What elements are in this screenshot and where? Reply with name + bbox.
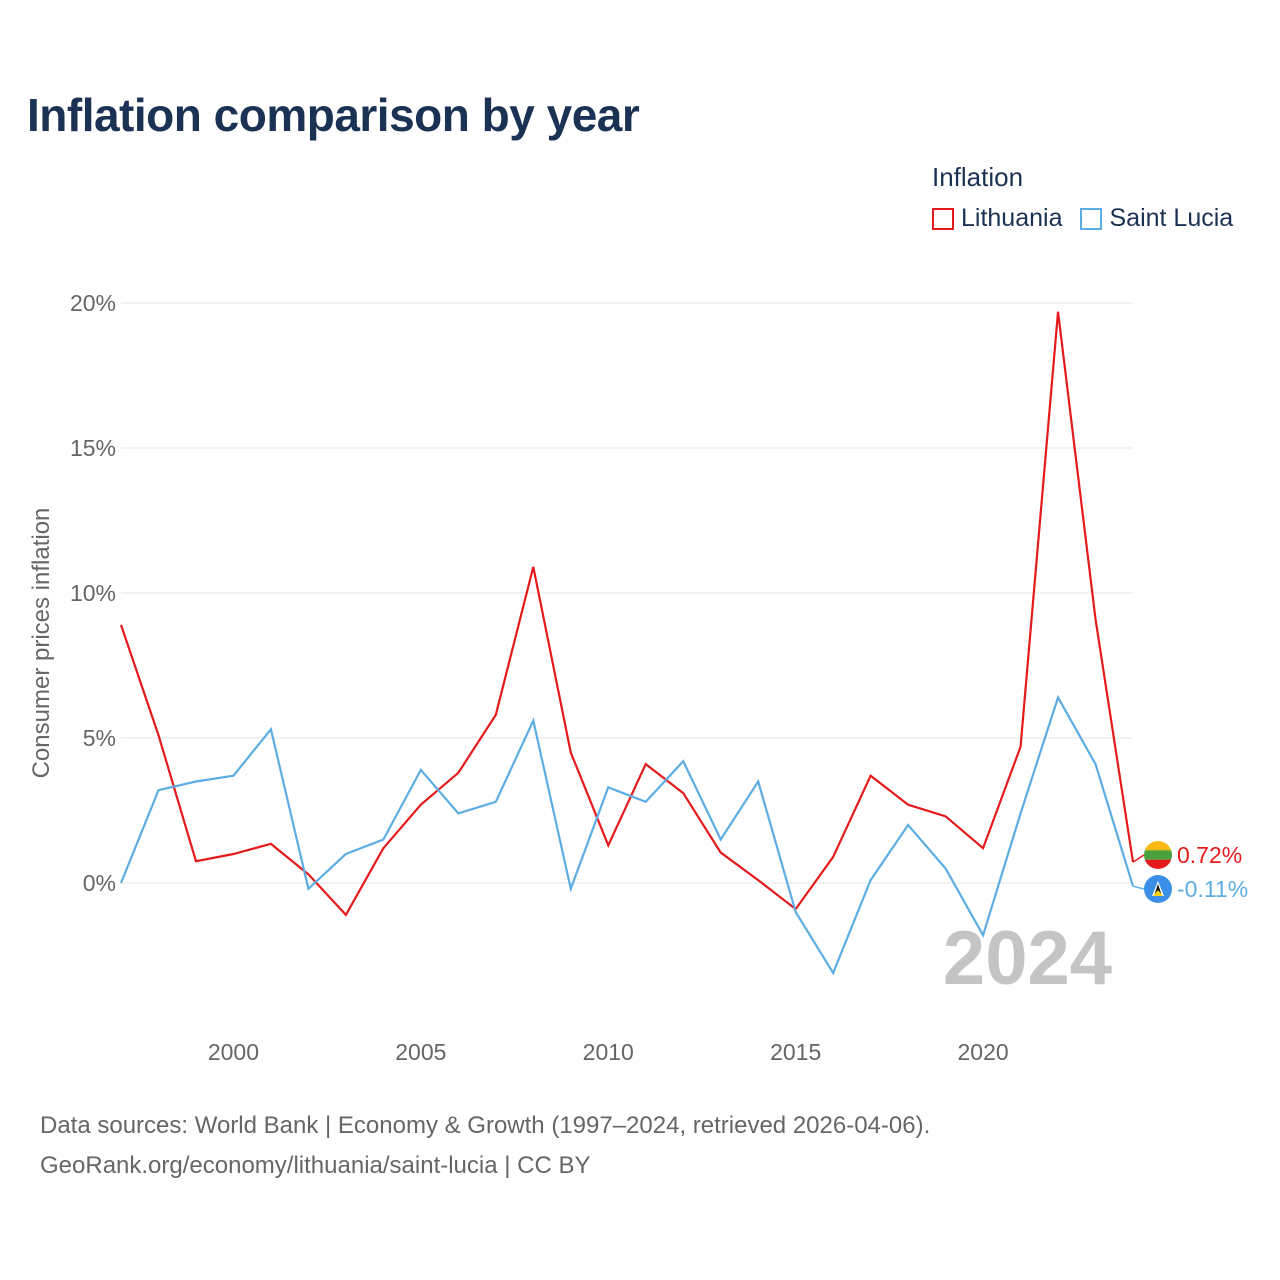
end-label-saint-lucia: -0.11% (1177, 876, 1248, 902)
legend-title: Inflation (932, 162, 1024, 192)
x-tick-label-2010: 2010 (583, 1039, 634, 1065)
chart-title: Inflation comparison by year (27, 89, 640, 141)
x-tick-label-2015: 2015 (770, 1039, 821, 1065)
y-tick-label-15: 15% (70, 435, 116, 461)
end-label-lithuania: 0.72% (1177, 842, 1242, 868)
series-line-saint-lucia (119, 694, 1135, 976)
series-line-lithuania (119, 311, 1135, 917)
y-tick-label-10: 10% (70, 580, 116, 606)
legend-swatch-lithuania (932, 207, 954, 230)
y-tick-label-0: 0% (83, 870, 116, 896)
end-connector-saint-lucia (1132, 885, 1145, 890)
legend-swatch-saint-lucia (1080, 207, 1103, 230)
x-tick-label-2020: 2020 (957, 1039, 1008, 1065)
legend: Lithuania Saint Lucia (932, 204, 1251, 233)
x-tick-label-2005: 2005 (395, 1039, 446, 1065)
legend-label-saint-lucia: Saint Lucia (1109, 204, 1234, 232)
x-tick-label-2000: 2000 (208, 1039, 259, 1065)
y-tick-label-20: 20% (70, 290, 116, 316)
source-line-1: Data sources: World Bank | Economy & Gro… (40, 1112, 931, 1139)
y-tick-label-5: 5% (83, 725, 116, 751)
end-connector-lithuania (1132, 854, 1145, 863)
legend-item-lithuania[interactable]: Lithuania (932, 204, 1062, 233)
year-watermark: 2024 (943, 916, 1112, 1001)
source-note: Data sources: World Bank | Economy & Gro… (40, 1106, 930, 1186)
legend-item-saint-lucia[interactable]: Saint Lucia (1080, 204, 1233, 233)
lithuania-flag-icon (1144, 841, 1172, 869)
source-line-2[interactable]: GeoRank.org/economy/lithuania/saint-luci… (40, 1152, 591, 1179)
saint-lucia-flag-icon (1144, 875, 1172, 903)
legend-label-lithuania: Lithuania (961, 204, 1063, 232)
